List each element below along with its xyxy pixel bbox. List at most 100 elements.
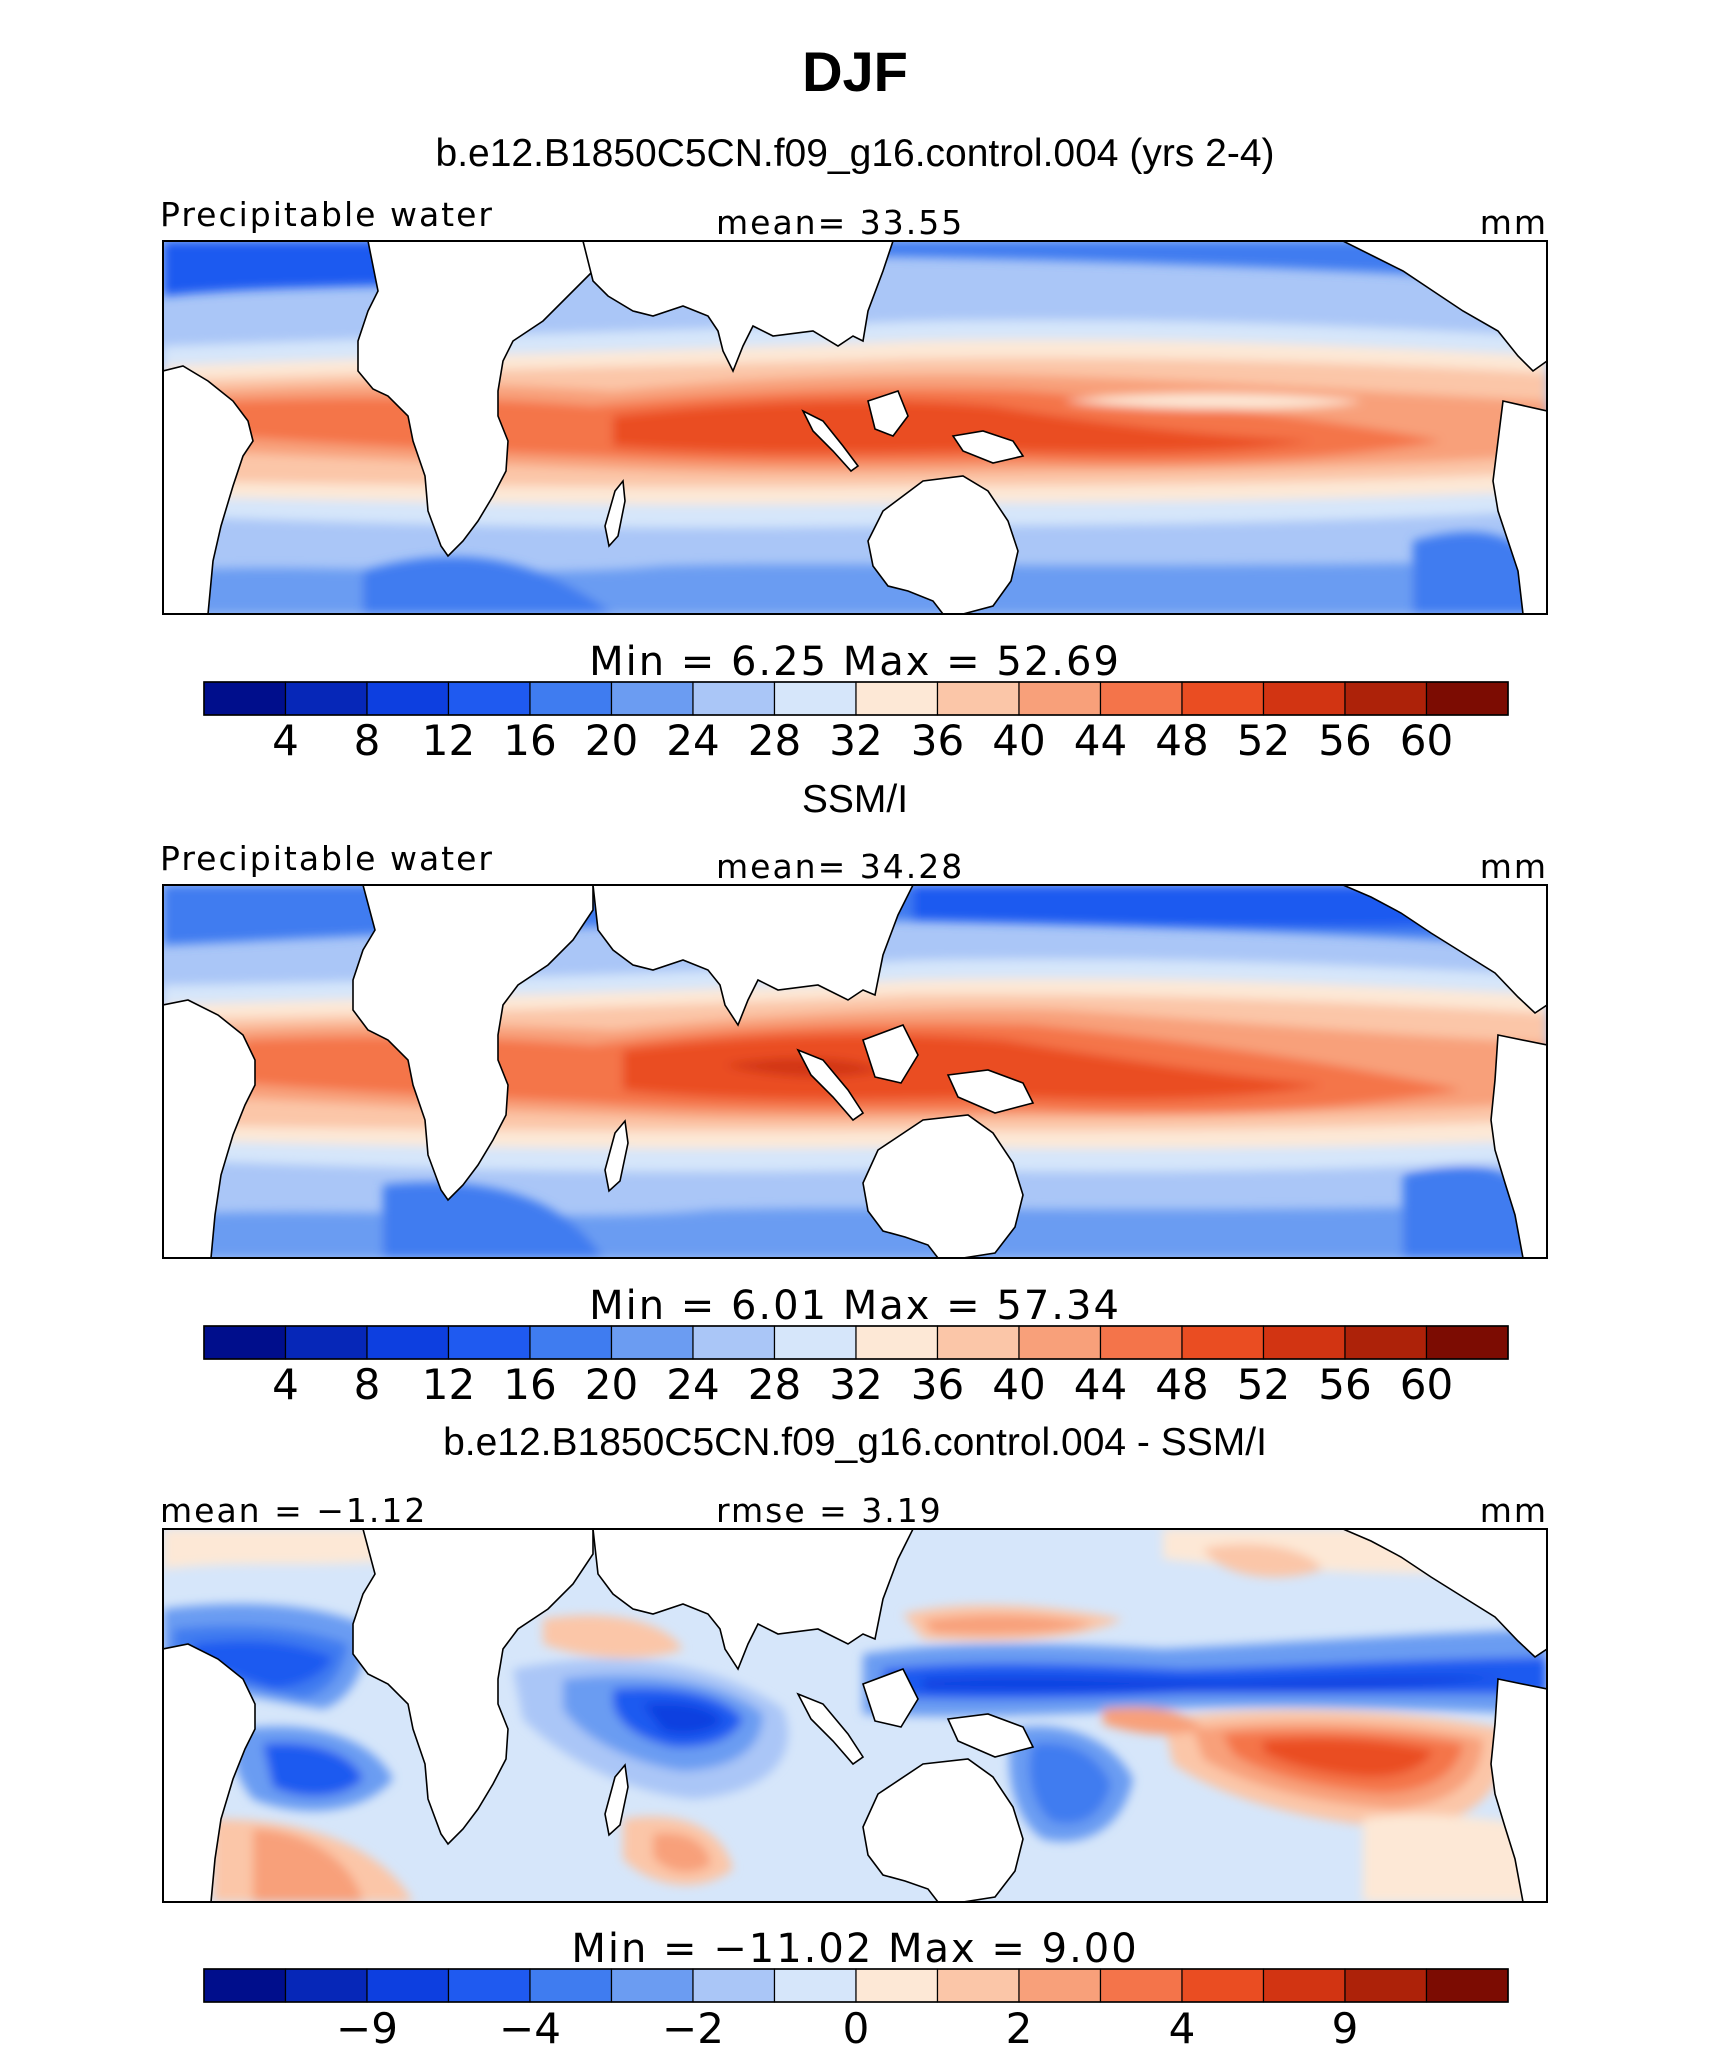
map [162, 240, 1548, 615]
colorbar-box [1181, 1968, 1265, 2003]
mean-label: mean= 34.28 [716, 847, 964, 886]
continent-australia [862, 1758, 1024, 1902]
colorbar-box [1262, 1325, 1346, 1360]
field-contour [723, 1058, 883, 1077]
continent-americas-east [163, 999, 256, 1258]
continent-americas-west [1342, 885, 1547, 1015]
colorbar-box [447, 681, 531, 716]
colorbar-box [447, 1325, 531, 1360]
colorbar-tick-label: 40 [992, 716, 1045, 765]
field-contour [253, 1829, 363, 1902]
colorbar-box [855, 1325, 939, 1360]
field-contour [383, 1182, 603, 1258]
map [162, 1528, 1548, 1903]
island-new-guinea [946, 1069, 1035, 1114]
colorbar-box [366, 1968, 450, 2003]
colorbar-box [936, 681, 1020, 716]
continent-south-america-west [1492, 400, 1547, 614]
island-madagascar [604, 1763, 629, 1837]
island-borneo [867, 390, 909, 437]
map [162, 884, 1548, 1259]
field-contour [923, 1676, 1503, 1691]
colorbar-box [1181, 681, 1265, 716]
field-contour [193, 1640, 333, 1689]
min-max-label: Min = 6.01 Max = 57.34 [589, 1283, 1121, 1329]
continent-africa [352, 1529, 594, 1846]
island-sumatra [801, 409, 860, 473]
map-frame [162, 1528, 1548, 1903]
colorbar-box [773, 1325, 857, 1360]
colorbar-tick-label: 36 [911, 716, 964, 765]
colorbar-box [529, 1968, 613, 2003]
units-label: mm [1480, 847, 1548, 886]
colorbar-box [1099, 1325, 1183, 1360]
colorbar-tick-label: 48 [1155, 1360, 1208, 1409]
colorbar-tick-label: 36 [911, 1360, 964, 1409]
continent-eurasia [592, 885, 914, 1027]
colorbar-tick-label: 40 [992, 1360, 1045, 1409]
island-borneo [862, 1667, 919, 1728]
colorbar-box [1018, 1968, 1102, 2003]
land-mask [163, 241, 1547, 614]
continent-eurasia [592, 1529, 914, 1671]
colorbar-box [1344, 1325, 1428, 1360]
units-label: mm [1480, 203, 1548, 242]
field-contour [163, 1205, 1547, 1258]
colorbar-tick-label: 56 [1318, 1360, 1371, 1409]
colorbar-box [692, 1325, 776, 1360]
colorbar-tick-label: 8 [354, 1360, 381, 1409]
colorbar-tick-label: 16 [503, 1360, 556, 1409]
colorbar-tick-label: 2 [1006, 2004, 1033, 2053]
colorbar-box [1425, 1968, 1509, 2003]
colorbar-tick-label: 9 [1332, 2004, 1359, 2053]
field-contour [1363, 1814, 1547, 1902]
field-contour [1103, 1707, 1203, 1735]
colorbar-tick-label: 48 [1155, 716, 1208, 765]
mean-label: mean= 33.55 [716, 203, 964, 242]
field-contour [653, 1833, 711, 1873]
units-label: mm [1480, 1491, 1548, 1530]
continent-australia [867, 475, 1019, 614]
land-mask [163, 885, 1547, 1258]
colorbar-tick-label: 56 [1318, 716, 1371, 765]
colorbar-box [1425, 681, 1509, 716]
colorbar: −9 −4 −2 0 2 4 9 [203, 1968, 1509, 2053]
colorbar-box [1099, 1968, 1183, 2003]
variable-label: Precipitable water [160, 195, 494, 234]
colorbar-box [1344, 681, 1428, 716]
colorbar: 4 8 12 16 20 24 28 32 36 40 44 48 52 56 60 [203, 1325, 1509, 1409]
colorbar-box [1018, 681, 1102, 716]
colorbar-box [529, 1325, 613, 1360]
colorbar-tick-label: 24 [666, 1360, 719, 1409]
colorbar-tick-label: −2 [662, 2004, 724, 2053]
field-contour [363, 557, 613, 614]
colorbar-outline [203, 1968, 1509, 2003]
colorbar-box [447, 1968, 531, 2003]
colorbar-box [203, 681, 287, 716]
colorbar-box [773, 1968, 857, 2003]
field-contour [1203, 1544, 1323, 1578]
colorbar-box [284, 681, 368, 716]
field-contour [543, 1615, 683, 1659]
continent-americas-west [1342, 241, 1547, 373]
colorbar-box [366, 681, 450, 716]
continent-africa [357, 241, 594, 558]
variable-label: Precipitable water [160, 839, 494, 878]
colorbar-tick-label: 8 [354, 716, 381, 765]
colorbar-box [1344, 1968, 1428, 2003]
colorbar-tick-label: 20 [585, 1360, 638, 1409]
colorbar-box [284, 1968, 368, 2003]
colorbar-box [692, 681, 776, 716]
field-contour [643, 1702, 723, 1734]
colorbar-tick-label: 32 [829, 716, 882, 765]
colorbar-box [203, 1325, 287, 1360]
colorbar-box [529, 681, 613, 716]
colorbar-box [936, 1325, 1020, 1360]
colorbar-tick-label: 20 [585, 716, 638, 765]
island-madagascar [604, 1119, 629, 1193]
map-frame [162, 884, 1548, 1259]
field-contour [613, 400, 1313, 454]
min-max-label: Min = −11.02 Max = 9.00 [571, 1926, 1138, 1972]
colorbar: 4 8 12 16 20 24 28 32 36 40 44 48 52 56 60 [203, 681, 1509, 765]
